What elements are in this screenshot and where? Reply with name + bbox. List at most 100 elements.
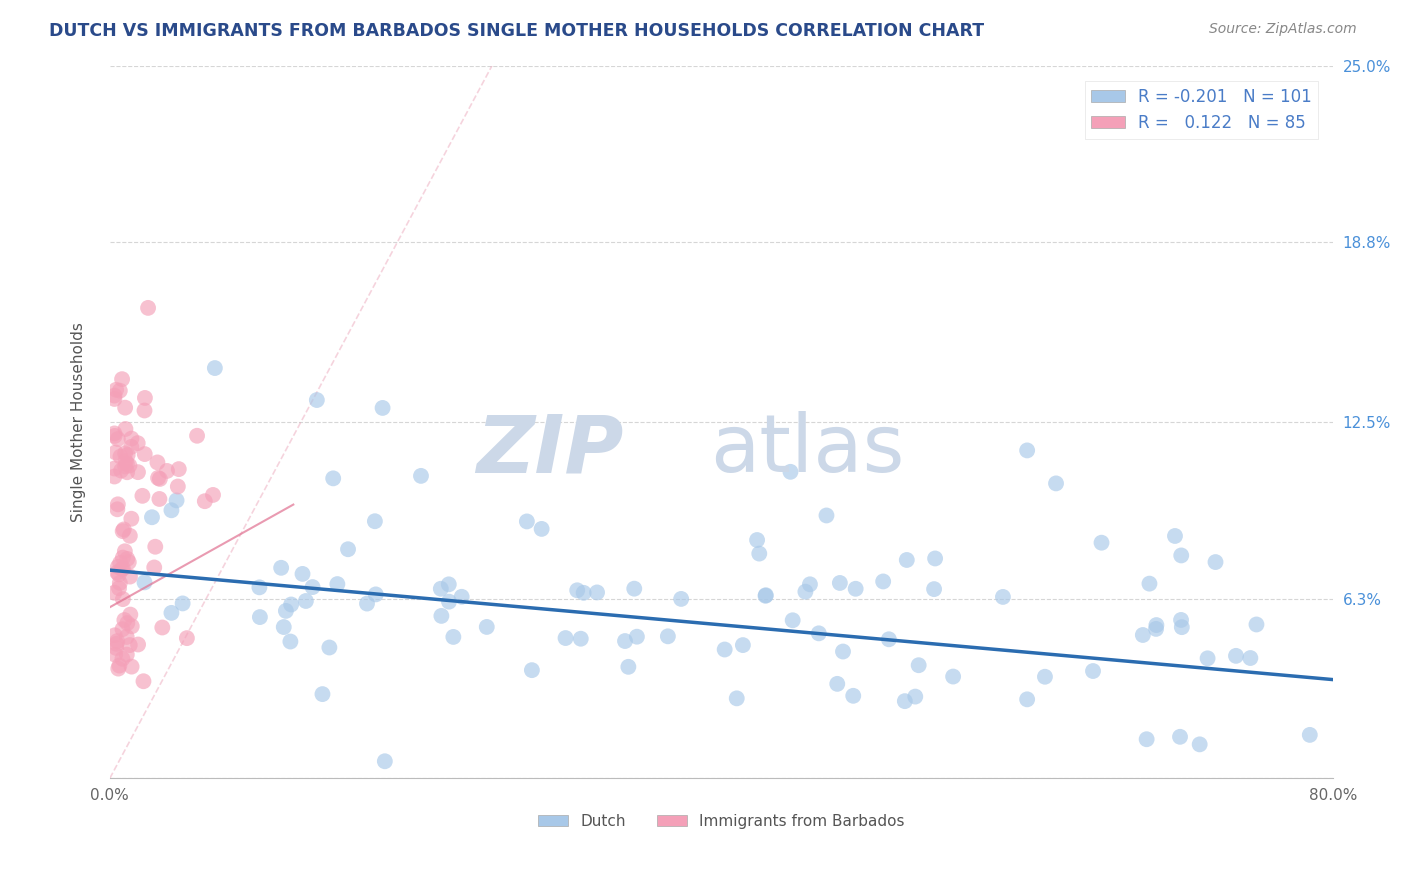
Point [120,607,142,622]
Point [311,687,333,701]
Legend: Dutch, Immigrants from Barbados: Dutch, Immigrants from Barbados [531,807,911,835]
Point [114,446,136,460]
Point [907,658,929,673]
Point [167,462,190,476]
Point [755,588,778,602]
Point [1081,664,1104,678]
Point [748,547,770,561]
Point [669,591,692,606]
Point [1033,670,1056,684]
Point [105,637,128,651]
Point [782,613,804,627]
Point [117,448,139,462]
Point [295,594,318,608]
Point [896,553,918,567]
Point [110,464,132,478]
Point [322,471,344,485]
Point [114,422,136,436]
Point [274,604,297,618]
Point [731,638,754,652]
Point [922,582,945,596]
Point [441,630,464,644]
Point [586,585,609,599]
Point [1136,732,1159,747]
Point [104,445,127,459]
Point [1205,555,1227,569]
Point [437,595,460,609]
Point [337,542,360,557]
Point [326,577,349,591]
Point [156,464,179,478]
Point [1225,648,1247,663]
Text: DUTCH VS IMMIGRANTS FROM BARBADOS SINGLE MOTHER HOUSEHOLDS CORRELATION CHART: DUTCH VS IMMIGRANTS FROM BARBADOS SINGLE… [49,22,984,40]
Point [364,587,387,601]
Point [150,620,173,634]
Point [1170,549,1192,563]
Point [131,489,153,503]
Point [108,384,131,398]
Point [569,632,592,646]
Point [146,471,169,485]
Point [134,575,156,590]
Point [103,585,125,599]
Point [111,652,134,666]
Point [554,631,576,645]
Point [430,582,453,596]
Point [572,586,595,600]
Point [134,403,156,417]
Point [799,577,821,591]
Point [409,469,432,483]
Point [127,638,149,652]
Point [118,569,141,583]
Point [108,581,131,595]
Point [172,596,194,610]
Point [364,514,387,528]
Point [148,491,170,506]
Point [202,488,225,502]
Point [754,589,776,603]
Point [115,457,138,471]
Point [794,584,817,599]
Point [118,638,141,652]
Point [166,479,188,493]
Point [121,432,143,446]
Point [516,515,538,529]
Point [118,555,141,569]
Point [1144,618,1167,632]
Point [280,634,302,648]
Point [105,383,128,397]
Point [291,566,314,581]
Point [828,576,851,591]
Point [520,663,543,677]
Point [725,691,748,706]
Point [107,497,129,511]
Point [110,450,132,464]
Point [825,677,848,691]
Point [1197,651,1219,665]
Point [842,689,865,703]
Point [111,622,134,636]
Point [111,550,134,565]
Point [112,613,135,627]
Point [114,459,136,474]
Point [127,465,149,479]
Point [430,608,453,623]
Point [475,620,498,634]
Point [120,512,142,526]
Point [115,648,138,662]
Point [1139,576,1161,591]
Point [105,566,128,580]
Point [105,634,128,648]
Point [894,694,917,708]
Point [1045,476,1067,491]
Point [105,640,128,655]
Point [111,561,134,575]
Point [1164,529,1187,543]
Point [104,429,127,443]
Point [117,552,139,566]
Text: ZIP: ZIP [477,411,623,490]
Point [143,540,166,554]
Point [176,631,198,645]
Point [204,361,226,376]
Point [104,648,127,662]
